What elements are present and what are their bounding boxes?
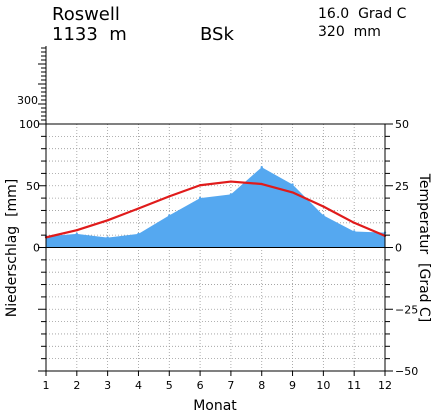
precipitation-point <box>106 236 109 239</box>
right-tick-label: −25 <box>395 303 418 316</box>
precipitation-point <box>198 196 202 200</box>
x-tick-label: 12 <box>378 379 392 392</box>
x-tick-label: 9 <box>289 379 296 392</box>
precipitation-area <box>46 167 385 248</box>
precipitation-point <box>137 232 140 236</box>
left-tick-label: 50 <box>26 180 40 193</box>
x-tick-label: 11 <box>347 379 361 392</box>
left-tick-label: 100 <box>19 118 40 131</box>
precipitation-point <box>260 166 263 169</box>
left-tick-label: 0 <box>33 242 40 255</box>
right-tick-label: 0 <box>395 242 402 255</box>
climate-class: BSk <box>200 24 234 45</box>
precipitation-point <box>168 214 171 217</box>
x-tick-label: 10 <box>316 379 330 392</box>
precipitation-point <box>352 230 356 233</box>
x-tick-label: 5 <box>166 379 173 392</box>
annual-temperature: 16.0 Grad C <box>318 6 407 22</box>
temperature-point <box>106 219 109 222</box>
temperature-point <box>322 205 325 208</box>
x-tick-label: 1 <box>43 379 50 392</box>
temperature-line <box>45 180 386 239</box>
upper-axis-tick-300: 300 <box>17 94 38 107</box>
precipitation-series <box>44 166 387 248</box>
x-tick-label: 2 <box>73 379 80 392</box>
temperature-point <box>260 182 263 186</box>
precipitation-point <box>75 232 79 236</box>
station-elevation: 1133 m <box>52 24 127 45</box>
temperature-point <box>291 191 294 194</box>
station-name: Roswell <box>52 4 120 25</box>
temperature-point <box>137 207 140 210</box>
right-tick-label: 25 <box>395 180 409 193</box>
x-tick-label: 3 <box>104 379 111 392</box>
temperature-point <box>353 221 356 224</box>
x-tick-label: 8 <box>258 379 265 392</box>
left-axis-label: Niederschlag [mm] <box>4 179 20 318</box>
precipitation-point <box>322 214 325 217</box>
x-tick-label: 7 <box>227 379 234 392</box>
x-tick-label: 4 <box>135 379 142 392</box>
right-axis-label: Temperatur [Grad C] <box>416 173 432 323</box>
temperature-point <box>229 180 233 183</box>
right-tick-label: 50 <box>395 118 409 131</box>
annual-precipitation: 320 mm <box>318 24 381 40</box>
temperature-series <box>44 180 387 239</box>
temperature-point <box>168 195 171 198</box>
precipitation-point <box>291 183 294 186</box>
x-axis-label: Monat <box>193 398 237 414</box>
precipitation-point <box>229 193 233 196</box>
x-tick-label: 6 <box>197 379 204 392</box>
temperature-point <box>75 229 78 232</box>
upper-precip-axis <box>38 46 47 124</box>
right-tick-label: −50 <box>395 365 418 378</box>
temperature-point <box>198 184 202 187</box>
